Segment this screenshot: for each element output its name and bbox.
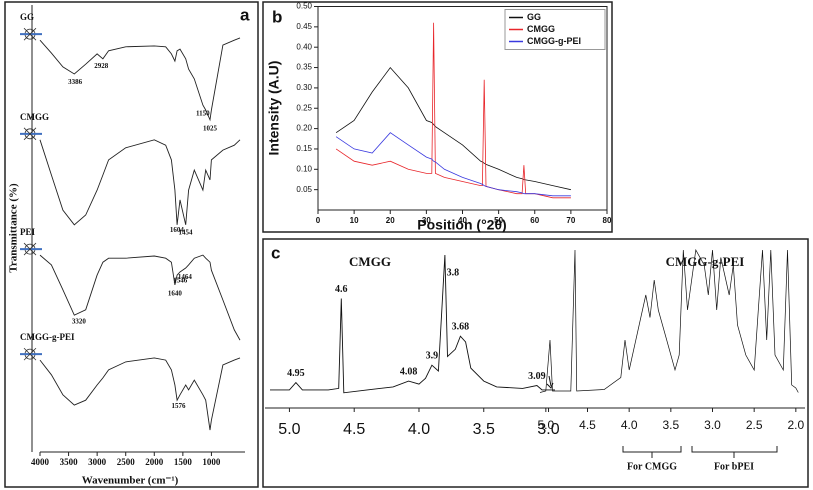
x-tick-label: 3500 [60,457,79,467]
x-tick-label: 70 [566,216,575,225]
x-tick-label: 20 [386,216,395,225]
x-axis-label: Position (°2θ) [417,217,506,233]
x-tick-label: 2.5 [746,418,763,432]
structure-icon [23,127,37,141]
peak-label: 3320 [72,318,87,326]
series-label: GG [20,12,34,22]
peak-label: 1546 [173,276,188,284]
peak-label: 1025 [203,124,218,132]
peak-label: 4.6 [335,284,348,295]
y-tick-label: 0.10 [296,164,312,173]
x-tick-label: 4.5 [343,421,365,438]
x-tick-label: 1500 [174,457,193,467]
spectrum-line [270,254,555,394]
spectrum-line [39,37,241,122]
x-tick-label: 3.5 [473,421,495,438]
x-tick-label: 3.5 [662,418,679,432]
bracket [622,446,682,458]
series-label: CMGG-g-PEI [20,332,75,342]
spectrum-line [39,357,241,431]
legend-label: CMGG [527,24,555,34]
x-tick-label: 3.0 [537,421,559,438]
x-tick-label: 4.0 [408,421,430,438]
x-tick-label: 2.0 [787,418,804,432]
y-tick-label: 0.35 [296,63,312,72]
spectrum-line [39,254,241,341]
structure-icon [23,27,37,41]
panel-c-frame [262,238,809,488]
x-tick-label: 2500 [117,457,136,467]
legend-label: GG [527,12,541,22]
y-tick-label: 0.20 [296,124,312,133]
peak-label: 1464 [178,273,193,281]
y-tick-label: 0.50 [296,2,312,11]
x-tick-label: 3.0 [704,418,721,432]
peak-label: 3.09 [528,371,546,382]
panel-letter: b [272,7,282,26]
peak-label: 1640 [168,290,183,298]
peak-label: 2928 [94,62,109,70]
y-tick-label: 0.40 [296,42,312,51]
x-tick-label: 40 [458,216,467,225]
x-tick-label: 5.0 [278,421,300,438]
x-tick-label: 80 [603,216,612,225]
spectrum-line [335,22,571,199]
x-tick-label: 60 [530,216,539,225]
annotation: For CMGG [627,461,677,472]
x-axis-label: Wavenumber (cm⁻¹) [82,475,179,487]
x-tick-label: 4000 [31,457,50,467]
panel-b-frame [262,1,613,233]
peak-label: 4.95 [287,368,305,379]
peak-label: 1576 [172,402,187,410]
peak-label: 3.8 [447,267,460,278]
panel-letter: c [271,243,280,262]
peak-label: 1150 [196,110,210,118]
x-tick-label: 10 [350,216,359,225]
spectrum-line [335,132,571,197]
structure-icon [23,347,37,361]
y-tick-label: 0.25 [296,103,312,112]
x-tick-label: 3000 [88,457,107,467]
annotation: For bPEI [714,461,754,472]
x-tick-label: 1000 [202,457,221,467]
x-tick-label: 0 [316,216,321,225]
x-tick-label: 2000 [145,457,164,467]
peak-label: 1454 [178,228,193,236]
spectrum-line [39,139,241,226]
spectrum-title: CMGG [349,254,391,269]
spectrum-line [335,66,571,191]
series-label: CMGG [20,112,49,122]
y-tick-label: 0.45 [296,22,312,31]
legend-label: CMGG-g-PEI [527,36,581,46]
panel-letter: a [240,5,250,24]
y-tick-label: 0.30 [296,83,312,92]
panel-a-frame [4,1,259,488]
peak-label: 4.08 [400,366,418,377]
x-tick-label: 50 [494,216,503,225]
peak-label: 3.68 [452,321,470,332]
spectrum-title: CMGG-g-PEI [666,254,745,269]
peak-label: 1604 [170,226,185,234]
y-tick-label: 0.15 [296,144,312,153]
peak-label: 3386 [68,78,83,86]
y-tick-label: 0.05 [296,185,312,194]
spectrum-line [539,248,799,393]
series-label: PEI [20,227,36,237]
y-axis-label: Transmittance (%) [8,183,20,273]
x-tick-label: 4.0 [621,418,638,432]
x-tick-label: 5.0 [537,418,554,432]
peak-label: 3.9 [426,350,439,361]
x-tick-label: 30 [422,216,431,225]
x-tick-label: 4.5 [579,418,596,432]
structure-icon [23,242,37,256]
bracket [691,446,778,458]
y-axis-label: Intensity (A.U) [266,61,282,156]
